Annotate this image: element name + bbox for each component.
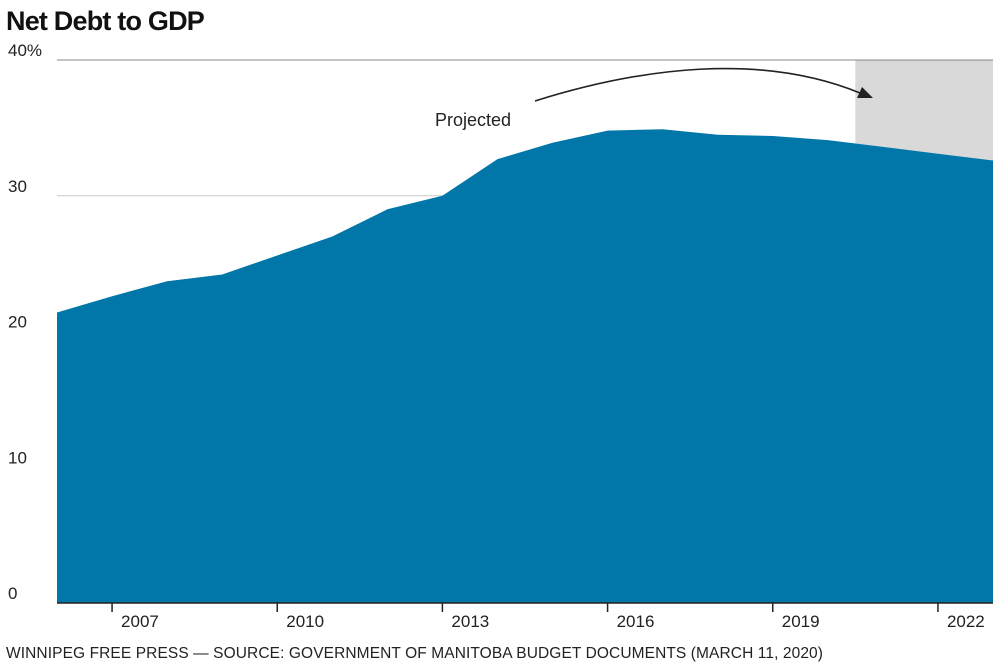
net-debt-area — [57, 129, 993, 603]
x-tick-label-2013: 2013 — [451, 612, 489, 631]
projected-arrowhead — [857, 87, 873, 98]
chart-title: Net Debt to GDP — [6, 6, 205, 36]
projected-arrow — [534, 67, 861, 102]
x-tick-label-2010: 2010 — [286, 612, 324, 631]
projected-annotation: Projected — [435, 110, 511, 130]
x-tick-label-2019: 2019 — [782, 612, 820, 631]
x-tick-label-2022: 2022 — [947, 612, 985, 631]
y-tick-label-0: 0 — [8, 584, 17, 603]
y-tick-label-10: 10 — [8, 448, 27, 467]
y-tick-label-20: 20 — [8, 313, 27, 332]
source-credit: WINNIPEG FREE PRESS — SOURCE: GOVERNMENT… — [6, 645, 824, 662]
y-tick-label-40: 40% — [8, 41, 42, 60]
y-tick-label-30: 30 — [8, 177, 27, 196]
x-tick-label-2007: 2007 — [121, 612, 159, 631]
x-tick-label-2016: 2016 — [617, 612, 655, 631]
